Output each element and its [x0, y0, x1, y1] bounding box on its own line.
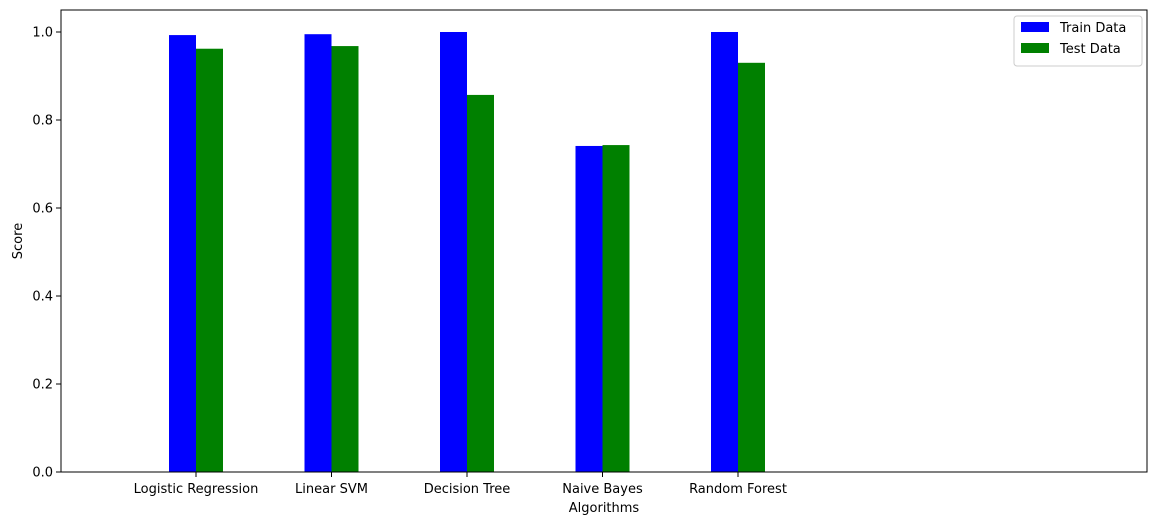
bar-train-data-random-forest — [711, 32, 738, 472]
y-tick-label: 0.2 — [32, 378, 53, 393]
y-tick-label: 0.8 — [32, 114, 53, 129]
legend-label-test-data: Test Data — [1059, 42, 1121, 57]
y-tick-label: 0.6 — [32, 202, 53, 217]
legend-label-train-data: Train Data — [1059, 21, 1126, 36]
legend-swatch-test-data — [1021, 43, 1049, 53]
bar-test-data-naive-bayes — [602, 145, 630, 472]
x-tick-label: Logistic Regression — [134, 482, 259, 497]
bar-test-data-linear-svm — [331, 46, 359, 473]
bar-train-data-linear-svm — [304, 34, 332, 472]
x-axis: Logistic Regression Linear SVM Decision Tr… — [134, 472, 787, 497]
legend: Train Data Test Data — [1013, 15, 1143, 67]
bar-test-data-decision-tree — [467, 94, 494, 473]
legend-swatch-train-data — [1021, 22, 1049, 32]
bar-train-data-decision-tree — [440, 32, 467, 472]
bar-train-data-logistic-regression — [169, 35, 196, 472]
y-tick-label: 0.4 — [32, 290, 53, 305]
y-tick-label: 1.0 — [32, 26, 53, 41]
y-axis: 0.0 0.2 0.4 0.6 0.8 1.0 — [32, 26, 61, 481]
bar-test-data-logistic-regression — [196, 48, 223, 472]
bar-train-data-naive-bayes — [575, 145, 603, 472]
bar-test-data-random-forest — [738, 62, 765, 473]
y-axis-label: Score — [11, 223, 26, 259]
y-tick-label: 0.0 — [32, 466, 53, 481]
x-tick-label: Naive Bayes — [562, 482, 643, 497]
x-tick-label: Linear SVM — [295, 482, 368, 497]
x-axis-label: Algorithms — [569, 501, 640, 516]
bars — [169, 32, 765, 473]
x-tick-label: Random Forest — [689, 482, 787, 497]
x-tick-label: Decision Tree — [424, 482, 511, 497]
plot-frame — [60, 9, 1148, 473]
